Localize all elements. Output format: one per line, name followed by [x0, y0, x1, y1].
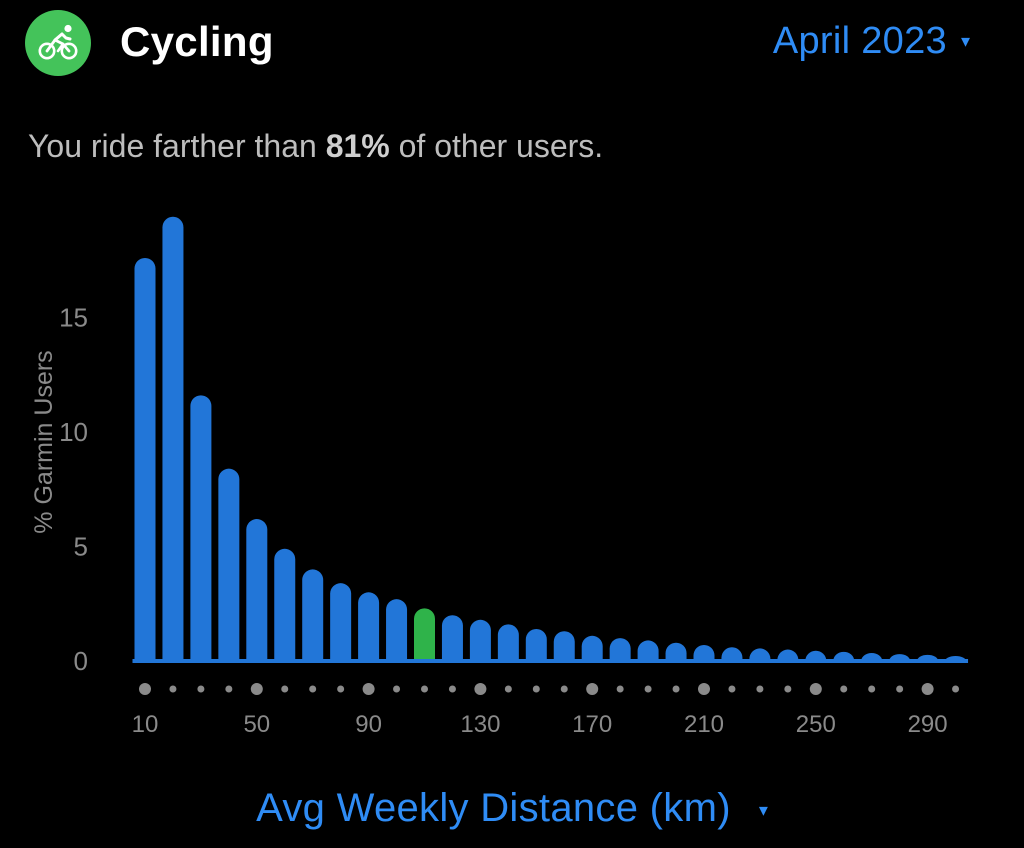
- period-label: April 2023: [772, 20, 947, 62]
- bar-170: [581, 635, 603, 661]
- y-tick-label: 0: [74, 646, 88, 676]
- x-tick-dot: [421, 685, 428, 693]
- x-tick-label: 210: [684, 711, 724, 738]
- page-title: Cycling: [120, 18, 274, 65]
- bar-60: [274, 548, 296, 661]
- percentile-summary: You ride farther than 81% of other users…: [28, 128, 603, 165]
- bar-90: [358, 592, 380, 661]
- bar-130: [469, 619, 491, 661]
- x-tick-dot: [840, 685, 848, 693]
- x-tick-dot: [250, 683, 263, 695]
- x-tick-dot: [337, 685, 345, 693]
- x-tick-dot: [586, 683, 599, 695]
- x-tick-dot: [952, 685, 960, 693]
- x-axis-metric-label: Avg Weekly Distance (km): [256, 786, 731, 830]
- y-tick-label: 10: [59, 417, 88, 447]
- bar-220: [721, 647, 743, 661]
- x-axis-metric-selector[interactable]: Avg Weekly Distance (km) ▾: [0, 786, 1024, 831]
- x-tick-label: 170: [572, 711, 612, 738]
- x-tick-dot: [896, 685, 904, 693]
- y-tick-label: 5: [74, 532, 88, 562]
- x-tick-dot: [698, 683, 710, 695]
- bar-160: [553, 631, 575, 661]
- x-tick-dot: [868, 685, 876, 693]
- bar-40: [218, 468, 240, 661]
- x-tick-label: 290: [908, 711, 948, 738]
- bar-30: [190, 395, 212, 661]
- bar-180: [609, 638, 631, 661]
- x-tick-dot: [756, 685, 764, 693]
- x-tick-dot: [644, 685, 652, 693]
- bar-10: [134, 257, 156, 661]
- x-tick-dot: [672, 685, 680, 693]
- x-tick-dot: [169, 685, 177, 693]
- y-tick-label: 15: [59, 303, 88, 333]
- x-tick-dot: [809, 683, 822, 695]
- x-tick-dot: [362, 683, 375, 695]
- bar-70: [302, 569, 324, 661]
- bicycle-icon: [38, 24, 78, 60]
- x-tick-dot: [309, 685, 317, 693]
- x-tick-dot: [281, 685, 289, 693]
- x-tick-label: 50: [243, 711, 270, 738]
- x-tick-dot: [532, 685, 540, 693]
- x-tick-dot: [225, 685, 233, 693]
- bar-140: [497, 624, 519, 661]
- bar-120: [441, 615, 463, 661]
- period-selector[interactable]: April 2023 ▾: [773, 20, 970, 63]
- x-tick-dot: [474, 683, 487, 695]
- x-tick-label: 130: [460, 711, 500, 738]
- bar-230: [749, 648, 771, 661]
- summary-prefix: You ride farther than: [28, 128, 326, 164]
- x-tick-dot: [139, 683, 151, 695]
- bar-150: [525, 628, 547, 661]
- bar-20: [162, 216, 184, 662]
- x-tick-dot: [504, 685, 512, 693]
- bar-80: [330, 583, 352, 661]
- bar-250: [805, 650, 827, 661]
- bar-200: [665, 642, 687, 661]
- summary-percent: 81%: [325, 128, 390, 164]
- x-tick-dot: [560, 685, 568, 693]
- x-tick-dot: [448, 685, 456, 693]
- activity-badge: [25, 10, 91, 76]
- x-tick-label: 10: [132, 711, 159, 738]
- bar-50: [246, 519, 268, 661]
- x-tick-dot: [197, 685, 205, 693]
- bar-100: [386, 599, 408, 661]
- bar-270: [861, 652, 883, 661]
- x-tick-label: 250: [796, 711, 836, 738]
- x-tick-dot: [784, 685, 792, 693]
- caret-down-icon: ▾: [960, 31, 970, 51]
- x-tick-dot: [616, 685, 624, 693]
- x-tick-dot: [393, 685, 401, 693]
- bar-210: [693, 644, 715, 661]
- bar-240: [777, 649, 799, 661]
- bar-highlight-110: [414, 608, 435, 661]
- x-tick-dot: [921, 683, 934, 695]
- x-tick-label: 90: [355, 711, 382, 738]
- x-tick-dot: [728, 685, 736, 693]
- bar-190: [637, 640, 659, 661]
- caret-down-icon: ▾: [758, 800, 768, 820]
- summary-suffix: of other users.: [389, 128, 604, 164]
- y-axis-label: % Garmin Users: [30, 350, 58, 533]
- baseline: [132, 659, 969, 663]
- bar-260: [833, 651, 855, 661]
